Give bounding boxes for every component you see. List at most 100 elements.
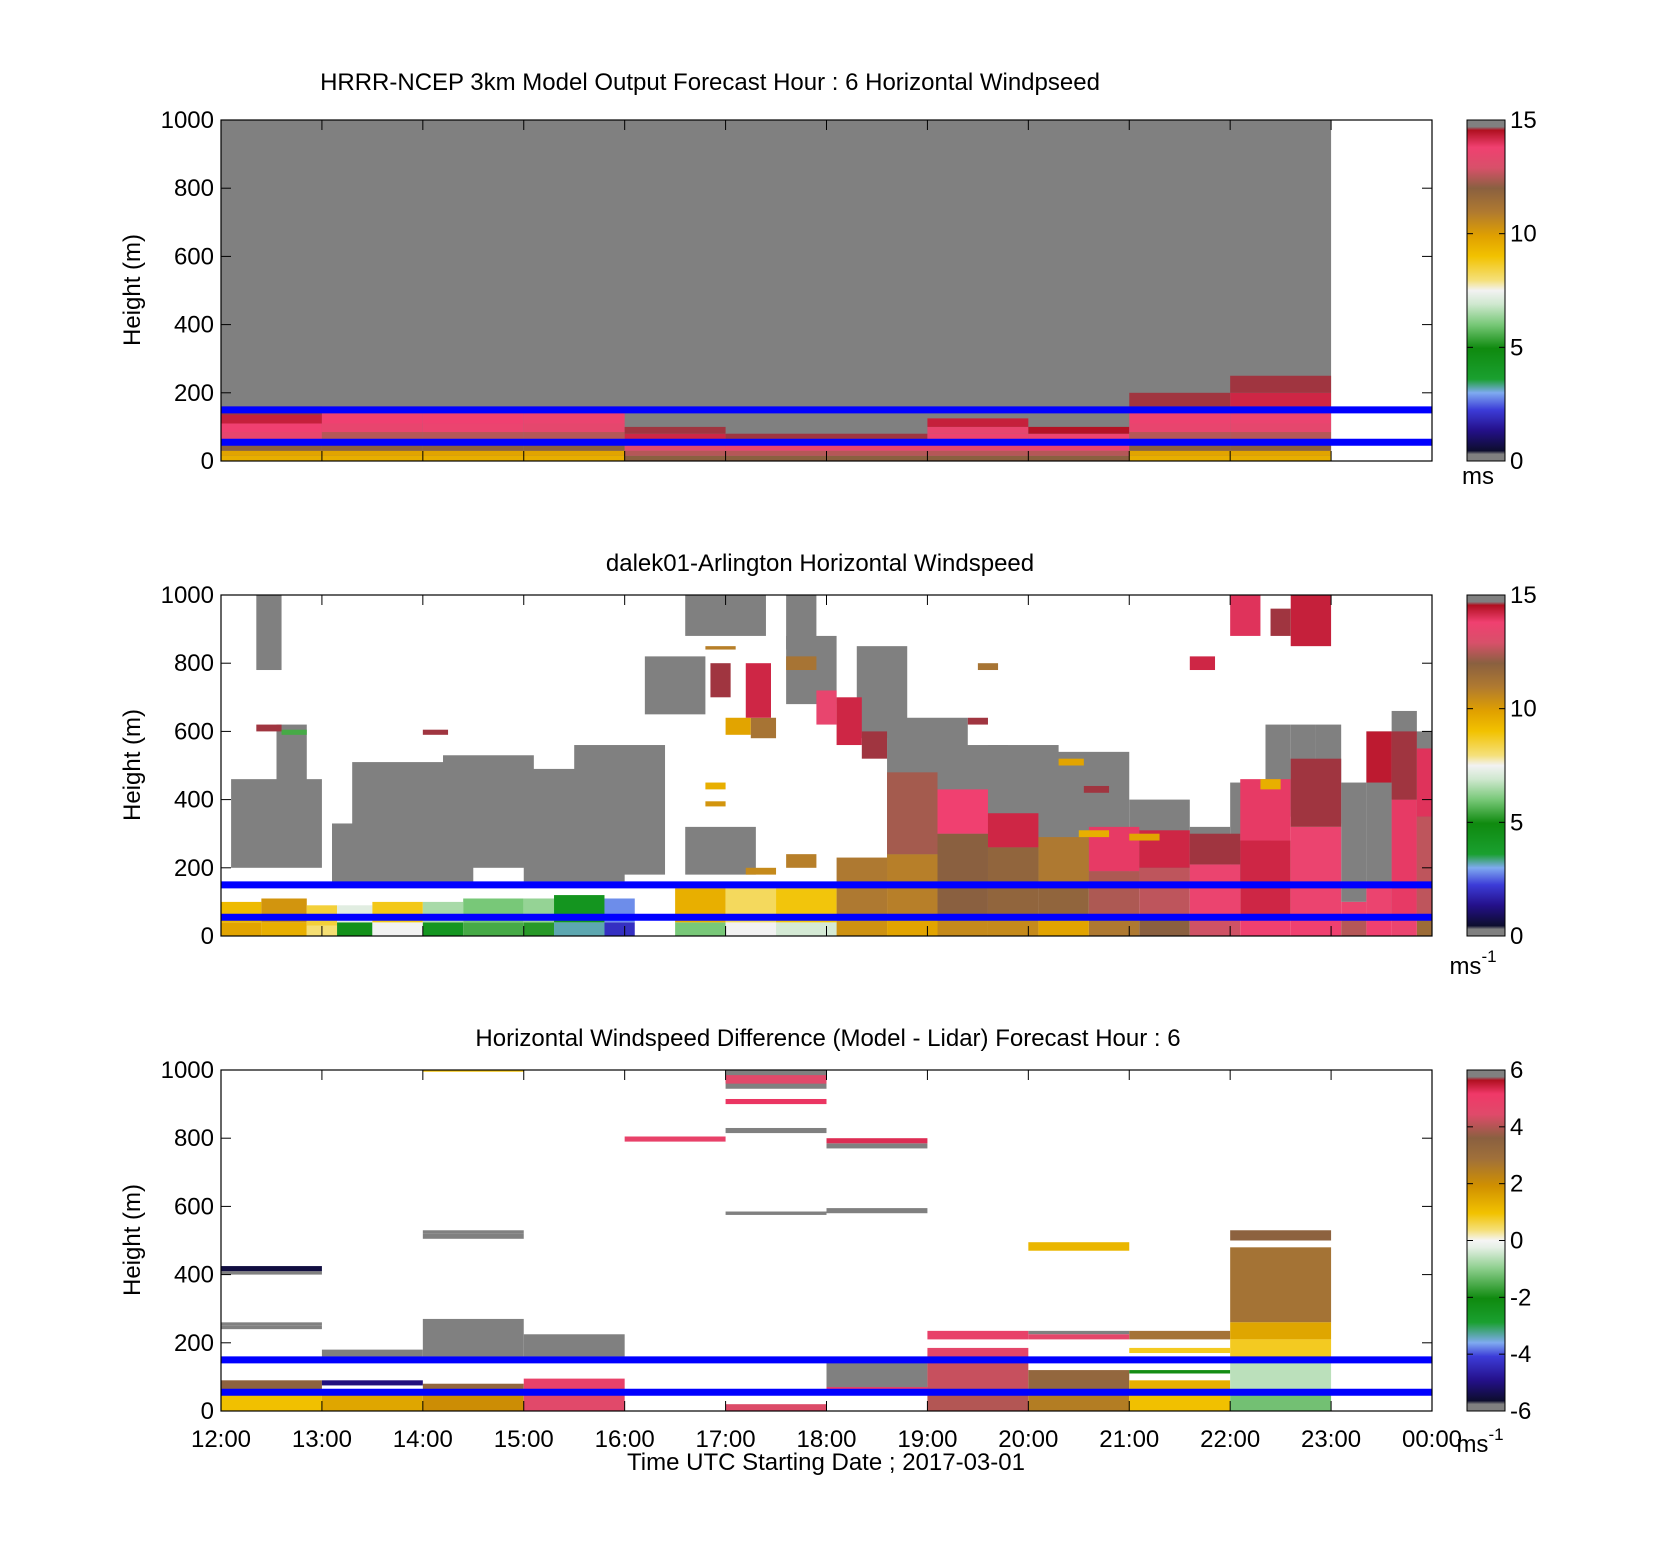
- x-tick-label: 21:00: [1099, 1426, 1159, 1453]
- heatmap-cell: [1028, 1392, 1130, 1411]
- missing-data-cell: [221, 1271, 322, 1275]
- heatmap-cell: [523, 423, 625, 433]
- heatmap-cell: [1290, 595, 1332, 647]
- heatmap-cell: [422, 1393, 524, 1411]
- heatmap-cell: [321, 1392, 423, 1411]
- heatmap-cell: [1129, 432, 1231, 441]
- colorbar-gradient: [1466, 594, 1506, 937]
- heatmap-cell: [321, 1380, 423, 1386]
- heatmap-cell: [1139, 867, 1190, 916]
- colorbar-tick-label: 0: [1510, 1228, 1523, 1255]
- missing-data-cell: [221, 1325, 322, 1330]
- heatmap-cell: [987, 813, 1039, 848]
- heatmap-cell: [321, 432, 423, 441]
- heatmap-cell: [927, 1347, 1029, 1360]
- missing-data-cell: [523, 1334, 625, 1357]
- colorbar-tick-label: 6: [1510, 1057, 1523, 1084]
- colorbar-tick-label: 10: [1510, 221, 1537, 248]
- heatmap-cell: [1270, 608, 1291, 636]
- y-tick-label: 200: [174, 1330, 214, 1357]
- heatmap-cell: [826, 450, 928, 456]
- colorbar-tick-label: 0: [1510, 448, 1523, 475]
- heatmap-cell: [624, 1136, 726, 1142]
- missing-data-cell: [422, 1318, 524, 1357]
- heatmap-cell: [261, 922, 307, 936]
- heatmap-cell: [887, 772, 938, 855]
- heatmap-cell: [1078, 830, 1110, 838]
- panel-1-title: HRRR-NCEP 3km Model Output Forecast Hour…: [320, 69, 1100, 96]
- heatmap-cell: [1230, 1359, 1332, 1391]
- heatmap-cell: [1260, 779, 1281, 790]
- heatmap-cell: [927, 455, 1029, 461]
- heatmap-cell: [1038, 837, 1089, 885]
- heatmap-cell: [927, 450, 1029, 456]
- heatmap-cell: [422, 922, 464, 936]
- heatmap-cell: [221, 450, 322, 456]
- missing-data-cell: [422, 1230, 524, 1234]
- heatmap-cell: [1230, 1322, 1332, 1340]
- heatmap-cell: [422, 729, 449, 735]
- heatmap-cell: [826, 442, 928, 451]
- heatmap-cell: [422, 1233, 524, 1239]
- heatmap-cell: [1230, 414, 1332, 424]
- heatmap-cell: [624, 433, 726, 443]
- heatmap-cell: [826, 433, 928, 443]
- heatmap-cell: [1416, 748, 1432, 817]
- heatmap-cell: [523, 1378, 625, 1391]
- heatmap-cell: [705, 646, 736, 650]
- panel-3-y-ticks: 0 200 400 600 800 1000: [161, 1057, 1432, 1425]
- heatmap-cell: [1230, 450, 1332, 456]
- panel-lidar: dalek01-Arlington Horizontal Windspeed 0…: [119, 550, 1537, 980]
- y-tick-label: 600: [174, 718, 214, 745]
- panel-3-y-label: Height (m): [119, 1184, 146, 1296]
- heatmap-cell: [750, 717, 777, 739]
- heatmap-cell: [523, 1393, 625, 1411]
- heatmap-cell: [1391, 731, 1417, 800]
- y-tick-label: 200: [174, 855, 214, 882]
- heatmap-cell: [1290, 826, 1342, 916]
- missing-data-cell: [574, 745, 666, 875]
- heatmap-cell: [977, 663, 999, 671]
- missing-data-cell: [826, 1359, 928, 1391]
- panel-2-colorbar: 0 5 10 15: [1466, 582, 1537, 950]
- x-tick-label: 12:00: [191, 1426, 251, 1453]
- heatmap-cell: [321, 450, 423, 456]
- heatmap-cell: [523, 450, 625, 456]
- heatmap-cell: [1129, 392, 1231, 407]
- heatmap-cell: [745, 867, 777, 875]
- panel-2-colorbar-unit: ms-1: [1449, 947, 1496, 980]
- heatmap-cell: [1230, 423, 1332, 433]
- heatmap-cell: [826, 1138, 928, 1144]
- heatmap-cell: [337, 922, 373, 936]
- heatmap-cell: [1230, 432, 1332, 441]
- heatmap-cell: [861, 731, 888, 759]
- missing-data-cell: [725, 1211, 827, 1215]
- y-tick-label: 400: [174, 787, 214, 814]
- colorbar-tick-label: 0: [1510, 923, 1523, 950]
- missing-data-cell: [725, 1127, 827, 1134]
- heatmap-cell: [221, 423, 322, 433]
- heatmap-cell: [624, 450, 726, 456]
- heatmap-cell: [725, 450, 827, 456]
- y-tick-label: 1000: [161, 107, 214, 134]
- heatmap-cell: [725, 1075, 827, 1084]
- heatmap-cell: [1230, 1230, 1332, 1241]
- heatmap-cell: [710, 663, 731, 698]
- y-tick-label: 400: [174, 312, 214, 339]
- panel-3-colorbar: -6 -4 -2 0 2 4 6: [1466, 1057, 1531, 1425]
- heatmap-cell: [221, 414, 322, 424]
- heatmap-cell: [321, 455, 423, 461]
- heatmap-cell: [1129, 455, 1231, 461]
- panel-2-y-label: Height (m): [119, 709, 146, 821]
- heatmap-cell: [624, 442, 726, 451]
- heatmap-cell: [1083, 785, 1110, 793]
- heatmap-cell: [1028, 1242, 1130, 1251]
- heatmap-cell: [1290, 758, 1342, 827]
- heatmap-cell: [927, 1330, 1029, 1340]
- heatmap-cell: [1129, 450, 1231, 456]
- panel-3-title: Horizontal Windspeed Difference (Model -…: [475, 1025, 1180, 1052]
- heatmap-cell: [624, 426, 726, 434]
- colorbar-tick-label: 15: [1510, 582, 1537, 609]
- x-tick-label: 16:00: [595, 1426, 655, 1453]
- x-tick-label: 23:00: [1301, 1426, 1361, 1453]
